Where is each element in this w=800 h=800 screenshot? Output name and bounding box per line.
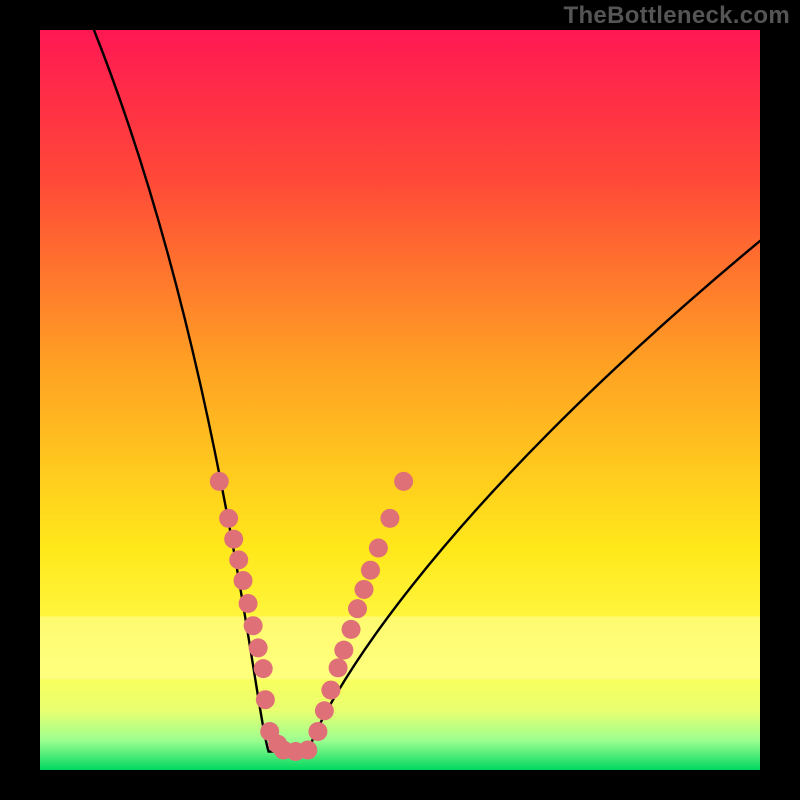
marker-dot [249, 638, 268, 657]
marker-dot [342, 620, 361, 639]
marker-dot [315, 701, 334, 720]
marker-dot [239, 594, 258, 613]
marker-dot [329, 658, 348, 677]
marker-dot [369, 539, 388, 558]
marker-dot [219, 509, 238, 528]
watermark-text: TheBottleneck.com [564, 2, 790, 30]
marker-dot [394, 472, 413, 491]
bottleneck-chart [0, 0, 800, 800]
marker-dot [234, 571, 253, 590]
marker-dot [254, 659, 273, 678]
marker-dot [334, 641, 353, 660]
marker-dot [256, 690, 275, 709]
highlight-band [40, 616, 760, 679]
marker-dot [380, 509, 399, 528]
marker-dot [244, 616, 263, 635]
marker-dot [224, 530, 243, 549]
marker-dot [361, 561, 380, 580]
marker-dot [298, 741, 317, 760]
marker-dot [355, 580, 374, 599]
marker-dot [308, 722, 327, 741]
marker-dot [321, 681, 340, 700]
marker-dot [348, 599, 367, 618]
marker-dot [210, 472, 229, 491]
marker-dot [229, 550, 248, 569]
